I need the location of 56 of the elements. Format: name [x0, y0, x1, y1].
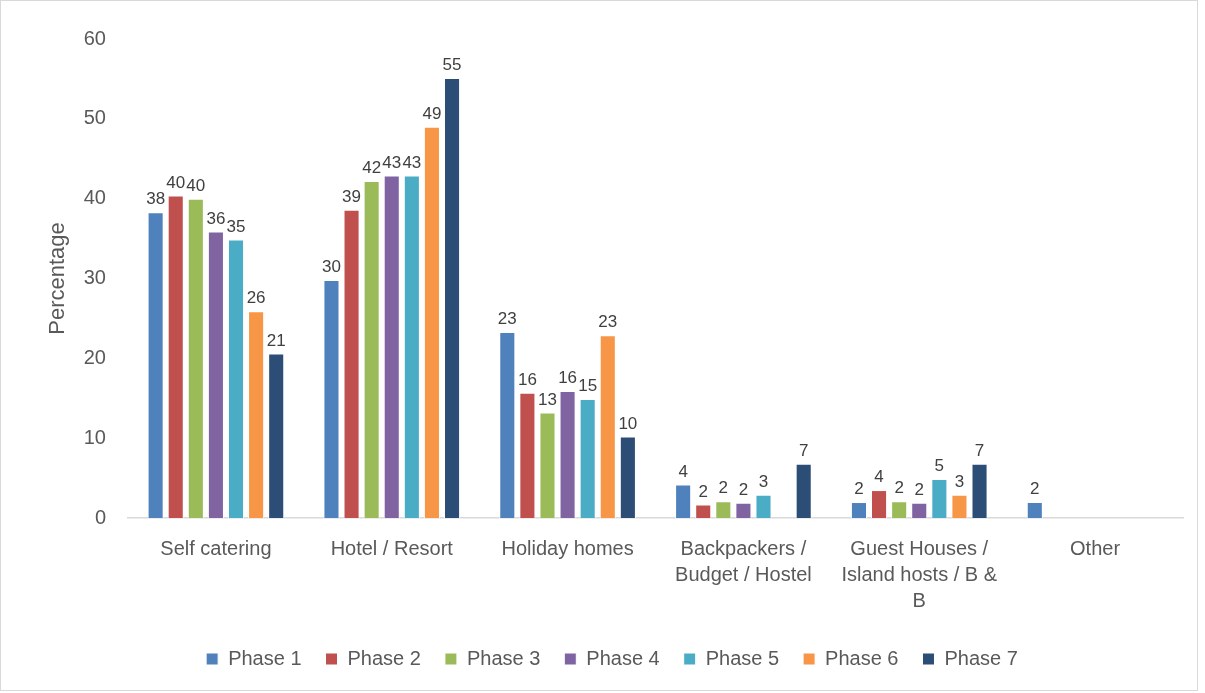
x-tick-label: Guest Houses / Island hosts / B & B — [841, 536, 998, 611]
data-label: 43 — [402, 152, 422, 172]
y-tick-label: 40 — [83, 186, 106, 209]
data-label: 49 — [422, 104, 442, 123]
data-label: 21 — [266, 330, 286, 350]
y-tick-label: 0 — [94, 505, 106, 528]
data-label: 15 — [578, 376, 598, 396]
legend-label: Phase 7 — [944, 646, 1018, 669]
data-label: 2 — [698, 481, 708, 501]
legend-label: Phase 5 — [705, 646, 780, 669]
data-label: 4 — [678, 461, 688, 481]
data-label: 10 — [618, 413, 638, 433]
data-label: 38 — [146, 189, 166, 209]
data-label: 3 — [954, 472, 965, 492]
legend-label: Phase 2 — [347, 646, 421, 669]
x-tick-label: Hotel / Resort — [330, 536, 454, 559]
y-tick-label: 10 — [83, 425, 106, 448]
legend-label: Phase 3 — [466, 646, 541, 669]
data-label: 5 — [934, 456, 945, 476]
data-label: 16 — [558, 368, 578, 388]
data-label: 39 — [342, 187, 362, 207]
data-label: 7 — [798, 440, 809, 460]
data-label: 42 — [362, 158, 382, 178]
legend-label: Phase 4 — [586, 646, 660, 669]
data-label: 2 — [854, 479, 864, 499]
data-label: 55 — [442, 55, 462, 75]
legend-label: Phase 1 — [228, 646, 302, 669]
x-tick-label: Holiday homes — [501, 536, 634, 559]
data-label: 40 — [186, 175, 206, 195]
data-label: 43 — [382, 152, 402, 172]
data-label: 40 — [166, 172, 186, 192]
data-label: 2 — [1030, 479, 1040, 499]
y-tick-label: 20 — [83, 345, 106, 368]
y-tick-label: 30 — [83, 266, 106, 289]
data-label: 2 — [718, 478, 729, 498]
data-label: 16 — [517, 369, 537, 389]
data-label: 23 — [497, 309, 517, 329]
y-axis-title: Percentage — [44, 222, 70, 335]
data-label: 26 — [246, 288, 266, 308]
y-tick-label: 60 — [83, 26, 106, 49]
x-tick-label: Self catering — [160, 536, 272, 559]
y-tick-label: 50 — [83, 106, 106, 129]
data-label: 36 — [206, 208, 226, 228]
x-tick-label: Backpackers / Budget / Hostel — [675, 536, 812, 585]
data-label: 23 — [598, 312, 618, 332]
data-label: 2 — [914, 480, 924, 500]
data-label: 30 — [322, 257, 341, 277]
data-label: 2 — [894, 478, 904, 498]
legend-label: Phase 6 — [825, 646, 899, 669]
data-label: 2 — [738, 480, 749, 500]
data-label: 3 — [758, 472, 769, 492]
data-label: 13 — [538, 389, 557, 409]
x-tick-label: Other — [1070, 536, 1121, 559]
data-label: 4 — [874, 467, 884, 487]
data-label: 35 — [226, 216, 246, 236]
data-label: 7 — [974, 440, 985, 460]
